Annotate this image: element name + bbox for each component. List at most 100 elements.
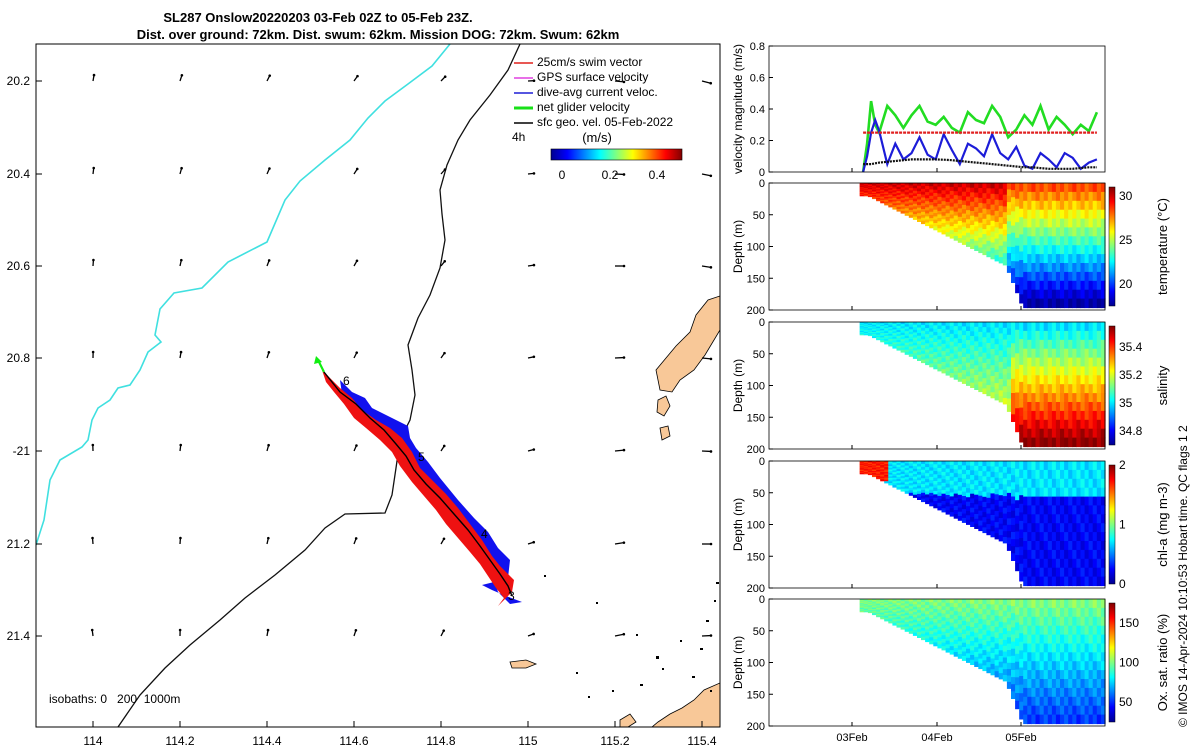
heatmap-cell [995, 350, 1000, 356]
heatmap-cell [962, 652, 967, 657]
sfc-velocity-arrowhead [355, 444, 358, 447]
heatmap-cell [954, 326, 959, 331]
heatmap-cell [1076, 236, 1081, 246]
heatmap-cell [958, 503, 963, 508]
heatmap-cell [1048, 263, 1053, 273]
heatmap-cell [978, 357, 983, 363]
heatmap-cell [999, 339, 1004, 345]
heatmap-cell [1060, 272, 1065, 282]
heatmap-cell [1097, 644, 1102, 654]
heatmap-cell [1036, 541, 1041, 551]
heatmap-cell [1056, 201, 1061, 211]
heatmap-cell [999, 362, 1004, 368]
heatmap-cell [999, 379, 1004, 385]
heatmap-cell [1076, 470, 1081, 480]
heatmap-cell [970, 345, 975, 350]
heatmap-cell [1019, 339, 1024, 348]
heatmap-cell [909, 493, 914, 496]
heatmap-cell [1064, 322, 1069, 332]
heatmap-cell [1064, 715, 1069, 725]
heatmap-cell [1060, 349, 1065, 359]
heatmap-cell [1068, 470, 1073, 480]
heatmap-cell [966, 488, 971, 493]
heatmap-cell [974, 193, 979, 198]
heatmap-cell [1031, 635, 1036, 645]
heatmap-cell [1003, 392, 1008, 398]
heatmap-cell [1089, 670, 1094, 680]
heatmap-cell [1040, 568, 1045, 578]
heatmap-cell [978, 654, 983, 660]
heatmap-cell [1007, 240, 1012, 247]
heatmap-cell [950, 218, 955, 223]
heatmap-cell [950, 496, 955, 501]
heatmap-cell [1011, 226, 1016, 234]
heatmap-cell [942, 501, 947, 505]
heatmap-cell [974, 642, 979, 647]
heatmap-cell [1044, 281, 1049, 291]
heatmap-cell [1048, 488, 1053, 498]
heatmap-cell [1097, 661, 1102, 671]
heatmap-cell [1027, 679, 1032, 689]
heatmap-cell [970, 216, 975, 221]
heatmap-cell [1044, 254, 1049, 264]
heatmap-cell [937, 339, 942, 343]
heatmap-cell [897, 348, 902, 351]
heatmap-cell [1072, 670, 1077, 680]
heatmap-cell [1076, 393, 1081, 403]
heatmap-cell [1064, 192, 1069, 202]
heatmap-cell [1040, 183, 1045, 193]
heatmap-cell [1097, 331, 1102, 341]
heatmap-cell [1076, 340, 1081, 350]
heatmap-cell [982, 209, 987, 215]
heatmap-cell [1036, 697, 1041, 707]
heatmap-cell [978, 203, 983, 209]
heatmap-cell [1027, 706, 1032, 716]
heatmap-cell [1089, 715, 1094, 725]
heatmap-cell [991, 226, 996, 232]
heatmap-cell [1076, 577, 1081, 587]
heatmap-cell [1052, 550, 1057, 560]
heatmap-cell [1089, 219, 1094, 229]
heatmap-cell [1007, 189, 1012, 196]
heatmap-cell [1031, 550, 1036, 560]
heatmap-cell [1072, 349, 1077, 359]
heatmap-cell [1007, 234, 1012, 241]
heatmap-cell [982, 635, 987, 641]
heatmap-cell [1048, 349, 1053, 359]
heatmap-cell [876, 338, 881, 340]
heatmap-cell [1023, 488, 1028, 498]
heatmap-cell [1019, 470, 1024, 479]
heatmap-cell [970, 192, 975, 197]
heatmap-cell [942, 628, 947, 632]
heatmap-cell [933, 223, 938, 227]
heatmap-cell [1085, 290, 1090, 300]
heatmap-cell [1060, 661, 1065, 671]
heatmap-cell [1056, 236, 1061, 246]
legend-time-label: 4h [512, 130, 525, 144]
heatmap-cell [1093, 322, 1098, 332]
heatmap-cell [962, 183, 967, 188]
map-x-tick-label: 115 [518, 734, 537, 748]
heatmap-cell [978, 233, 983, 239]
heatmap-cell [1068, 331, 1073, 341]
heatmap-cell [1040, 236, 1045, 246]
heatmap-cell [1085, 688, 1090, 698]
heatmap-cell [1076, 322, 1081, 332]
heatmap-cell [1089, 192, 1094, 202]
heatmap-cell [1031, 438, 1036, 448]
heatmap-cell [937, 221, 942, 225]
heatmap-cell [1052, 236, 1057, 246]
heatmap-cell [986, 524, 991, 530]
heatmap-cell [999, 251, 1004, 257]
heatmap-cell [1036, 219, 1041, 229]
heatmap-cell [1056, 461, 1061, 471]
heatmap-cell [1007, 631, 1012, 638]
heatmap-cell [1044, 331, 1049, 341]
heatmap-cell [1072, 272, 1077, 282]
heatmap-cell [1003, 386, 1008, 392]
heatmap-cell [982, 614, 987, 620]
heatmap-cell [1072, 420, 1077, 430]
heatmap-cell [1056, 670, 1061, 680]
heatmap-cell [1023, 219, 1028, 229]
heatmap-cell [1011, 553, 1016, 561]
